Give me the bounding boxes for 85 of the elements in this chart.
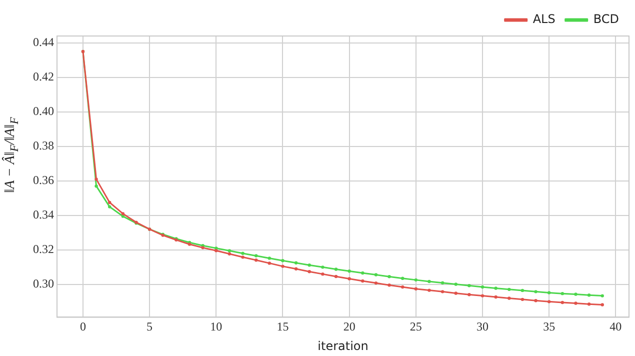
point (440, 290, 444, 294)
point (574, 292, 578, 296)
point (308, 270, 311, 274)
point (254, 254, 258, 258)
point (241, 252, 244, 255)
point (600, 303, 604, 306)
point (547, 291, 551, 294)
point (294, 261, 298, 264)
point (414, 278, 418, 282)
point (374, 281, 378, 285)
x-tick-label: 35 (543, 320, 556, 334)
point (321, 266, 324, 269)
point (334, 268, 338, 271)
y-tick-label: 0.42 (33, 70, 54, 84)
point (454, 282, 458, 286)
x-tick-label: 20 (343, 320, 356, 334)
point (468, 284, 471, 288)
point (600, 294, 604, 298)
y-tick-label: 0.38 (33, 138, 54, 153)
point (361, 279, 364, 283)
x-tick-label: 10 (210, 320, 222, 334)
point (520, 298, 524, 302)
point (294, 267, 298, 270)
point (374, 273, 378, 276)
point (241, 256, 244, 259)
point (400, 276, 404, 280)
point (508, 296, 511, 300)
point (321, 272, 324, 276)
point (268, 262, 272, 265)
point (281, 264, 284, 268)
point (534, 290, 538, 294)
point (94, 178, 98, 181)
point (494, 295, 498, 299)
point (228, 249, 232, 252)
point (534, 299, 538, 302)
point (508, 288, 511, 292)
y-tick-label: 0.44 (33, 35, 54, 50)
point (547, 300, 551, 304)
point (414, 287, 418, 291)
point (480, 294, 484, 298)
point (440, 281, 444, 284)
point (334, 274, 338, 278)
point (108, 205, 112, 208)
point (560, 292, 564, 296)
point (574, 302, 578, 305)
point (520, 288, 524, 292)
x-tick-label: 40 (610, 320, 622, 334)
point (308, 264, 311, 267)
point (428, 288, 431, 292)
x-tick-label: 25 (410, 320, 422, 334)
point (388, 275, 391, 278)
point (388, 284, 391, 287)
point (94, 184, 98, 188)
y-tick-label: 0.34 (33, 208, 54, 222)
point (428, 280, 431, 284)
point (587, 302, 591, 306)
x-tick-label: 0 (80, 320, 86, 334)
point (348, 277, 351, 280)
y-tick-label: 0.40 (33, 104, 54, 118)
point (400, 285, 404, 289)
y-tick-label: 0.30 (33, 276, 54, 291)
point (214, 249, 218, 252)
point (560, 300, 564, 304)
point (454, 292, 458, 295)
point (348, 270, 351, 273)
point (254, 258, 258, 262)
x-tick-label: 5 (146, 320, 153, 334)
y-tick-label: 0.36 (33, 173, 54, 188)
y-tick-label: 0.32 (33, 242, 54, 256)
point (121, 212, 125, 216)
point (228, 252, 232, 256)
point (468, 293, 471, 296)
point (281, 259, 284, 262)
point (587, 294, 591, 297)
legend-label: BCD (593, 12, 619, 26)
point (268, 256, 272, 260)
point (121, 214, 125, 218)
point (108, 200, 112, 204)
x-tick-label: 30 (476, 320, 489, 334)
point (494, 286, 498, 290)
x-tick-label: 15 (276, 320, 289, 334)
legend-label: ALS (532, 12, 556, 26)
point (480, 285, 484, 289)
x-axis-title: iteration (318, 338, 368, 353)
point (361, 271, 364, 275)
